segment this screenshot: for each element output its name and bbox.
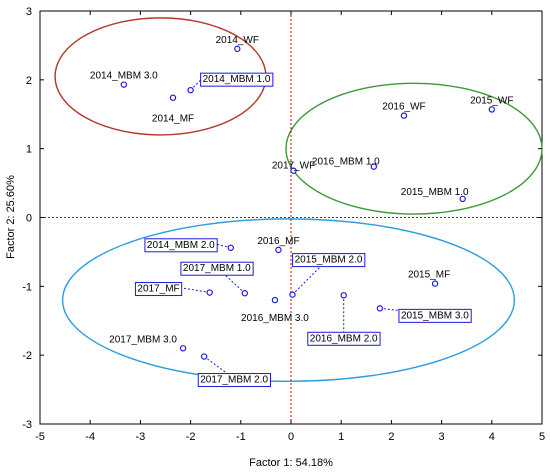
reference-lines [40, 11, 542, 424]
point-label-box [398, 308, 472, 323]
data-point [459, 195, 466, 203]
y-tick-label: -3 [22, 419, 32, 431]
y-tick-label: 3 [26, 6, 32, 18]
x-tick-label: -1 [236, 431, 246, 443]
data-point [488, 106, 495, 113]
point-labels: 2014_WF 2014_MBM 1.0 2014_MBM 3.0 2014_MF 20… [90, 35, 513, 388]
x-tick-label: 2 [388, 431, 394, 443]
data-point [241, 290, 249, 297]
x-tick-label: 0 [288, 431, 294, 443]
point-label-box [197, 373, 271, 388]
point-label: 2014_MF [152, 114, 194, 125]
data-point [179, 345, 187, 352]
label-leader-line [379, 307, 435, 315]
x-tick-label: 1 [338, 431, 344, 443]
point-label-box [200, 72, 274, 87]
x-tick-label: 3 [439, 431, 445, 443]
x-tick-label: -4 [85, 431, 95, 443]
data-point [200, 353, 208, 360]
point-label: 2015_MBM 2.0 [295, 255, 363, 266]
data-point [290, 167, 297, 174]
label-leader-line [179, 287, 210, 294]
y-tick-label: 0 [26, 213, 32, 225]
point-label: 2014_MBM 1.0 [203, 74, 271, 85]
y-tick-label: 1 [26, 144, 32, 156]
x-tick-label: 5 [539, 431, 545, 443]
point-label: 2017_MBM 1.0 [183, 263, 251, 274]
point-label: 2015_MF [408, 270, 450, 281]
point-label-box [134, 282, 183, 297]
data-point [400, 112, 408, 119]
data-point [275, 246, 282, 254]
data-point [169, 94, 177, 101]
point-label: 2017_MBM 3.0 [109, 334, 177, 345]
y-tick-label: 2 [26, 75, 32, 87]
x-tick-label: 4 [489, 431, 495, 443]
data-points [120, 45, 495, 360]
data-point [376, 305, 384, 312]
point-label: 2014_MBM 3.0 [90, 71, 158, 82]
y-tick-label: -2 [22, 350, 32, 362]
point-label-box [307, 331, 381, 346]
point-label: 2017_MBM 2.0 [200, 375, 268, 386]
data-point [234, 45, 241, 53]
point-label: 2016_MBM 2.0 [310, 333, 378, 344]
axis-ticks: -5 -4 -3 -2 -1 0 1 2 3 4 5 -3 -2 -1 0 1 2 3 [22, 6, 545, 443]
data-point [289, 291, 296, 298]
data-point [206, 289, 213, 296]
x-tick-label: -3 [136, 431, 146, 443]
point-label: 2015_MBM 1.0 [401, 187, 469, 198]
point-label-box [180, 261, 254, 276]
point-label-box [292, 253, 366, 268]
data-point [340, 292, 347, 299]
x-axis-title: Factor 1: 54.18% [249, 457, 333, 469]
point-label: 2016_WF [382, 102, 425, 113]
label-leader-line [292, 258, 329, 295]
data-point [370, 163, 378, 170]
x-tick-label: -5 [35, 431, 45, 443]
point-label-box [144, 238, 218, 253]
group-ellipse-3 [61, 218, 516, 383]
point-label: 2017_WF [272, 161, 315, 172]
point-label: 2015_MBM 3.0 [401, 310, 469, 321]
y-tick-label: -1 [22, 281, 32, 293]
point-label: 2016_MBM 3.0 [241, 313, 309, 324]
data-point [187, 86, 194, 94]
data-point [431, 280, 439, 287]
point-label: 2014_WF [216, 35, 259, 46]
data-point [271, 296, 279, 304]
data-point [120, 81, 128, 88]
x-tick-label: -2 [186, 431, 196, 443]
y-axis-title: Factor 2: 25.60% [5, 175, 17, 259]
point-label: 2015_WF [470, 95, 513, 106]
point-label: 2016_MBM 1.0 [312, 157, 380, 168]
point-label: 2016_MF [257, 236, 299, 247]
point-label: 2017_MF [137, 284, 179, 295]
label-leader-line [190, 77, 203, 91]
data-point [227, 244, 234, 251]
point-label: 2014_MBM 2.0 [147, 240, 215, 251]
